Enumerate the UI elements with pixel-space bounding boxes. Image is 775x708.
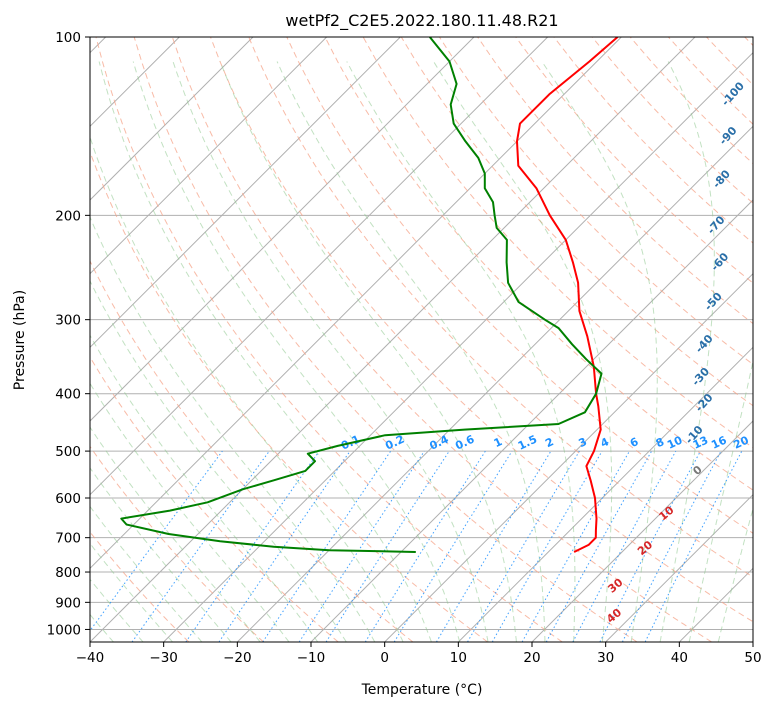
isotherm-line xyxy=(90,37,475,422)
mixing-ratio-label: 13 xyxy=(691,434,710,452)
isotherm-line xyxy=(90,37,549,496)
moist-adiabat-line xyxy=(433,61,613,642)
mixing-ratio-label: 16 xyxy=(709,433,729,451)
dry-adiabat-line xyxy=(90,445,264,642)
moist-adiabat-line xyxy=(346,61,576,642)
chart-title: wetPf2_C2E5.2022.180.11.48.R21 xyxy=(285,11,558,31)
isotherm-line xyxy=(90,37,254,201)
mixing-ratio-line xyxy=(521,450,630,642)
mixing-ratio-line xyxy=(644,450,743,642)
mixing-ratio-label: 10 xyxy=(665,433,685,451)
mixing-ratio-line xyxy=(90,450,223,632)
isotherm-line xyxy=(384,272,753,642)
y-tick-label: 1000 xyxy=(47,622,81,638)
x-tick-label: −30 xyxy=(149,650,178,666)
isotherm-line xyxy=(605,493,753,642)
mixing-ratio-line xyxy=(325,450,450,642)
x-tick-label: 10 xyxy=(450,650,467,666)
y-tick-label: 500 xyxy=(55,444,81,460)
isotherm-line xyxy=(236,125,753,642)
dry-adiabat-line xyxy=(286,37,753,534)
moist-adiabat-line xyxy=(90,334,319,642)
profile-series xyxy=(120,37,619,553)
moist-adiabat-line xyxy=(98,61,432,642)
temperature-profile-line xyxy=(516,37,619,553)
mixing-ratio-line xyxy=(262,450,392,642)
x-tick-label: 30 xyxy=(597,650,614,666)
moist-adiabat-line xyxy=(90,382,290,642)
moist-adiabat-line xyxy=(172,61,489,642)
y-tick-label: 900 xyxy=(55,595,81,611)
dry-adiabat-line xyxy=(90,259,414,642)
moist-adiabat-line xyxy=(276,61,546,642)
mixing-ratio-label: 20 xyxy=(731,433,751,451)
x-tick-label: 20 xyxy=(523,650,540,666)
dry-adiabat-line xyxy=(171,37,712,642)
y-tick-label: 200 xyxy=(55,208,81,224)
y-tick-label: 100 xyxy=(55,30,81,46)
y-tick-label: 300 xyxy=(55,313,81,329)
moist-adiabat-line xyxy=(219,61,517,642)
y-tick-label: 600 xyxy=(55,491,81,507)
isotherm-line xyxy=(90,37,401,349)
moist-adiabat-line xyxy=(90,279,347,642)
moist-adiabat-line xyxy=(90,542,173,642)
x-tick-label: 40 xyxy=(671,650,688,666)
mixing-ratio-line xyxy=(131,450,270,642)
moist-adiabat-line xyxy=(688,358,753,642)
moist-adiabat-line xyxy=(90,505,203,642)
y-tick-label: 400 xyxy=(55,387,81,403)
isotherm-line xyxy=(457,346,753,642)
moist-adiabat-line xyxy=(90,426,261,642)
isotherm-line xyxy=(90,37,696,642)
x-tick-label: −40 xyxy=(76,650,105,666)
isotherm-line xyxy=(163,51,753,642)
y-tick-label: 800 xyxy=(55,565,81,581)
mixing-ratio-line xyxy=(185,450,320,642)
isotherm-line xyxy=(531,420,753,642)
x-tick-label: 0 xyxy=(380,650,389,666)
moist-adiabat-line xyxy=(90,135,404,642)
mixing-ratio-line xyxy=(298,450,425,642)
x-tick-label: −10 xyxy=(297,650,326,666)
dry-adiabat-line xyxy=(515,37,753,284)
y-axis-title: Pressure (hPa) xyxy=(12,290,28,390)
axis-ticks: −40 −30 −20 −10 0 10 20 30 40 50 100 200 300 400 500 60… xyxy=(47,30,762,666)
mixing-ratio-line xyxy=(218,450,351,642)
mixing-ratio-line xyxy=(393,450,513,642)
y-tick-label: 700 xyxy=(55,531,81,547)
moist-adiabat-line xyxy=(541,61,658,642)
x-tick-label: 50 xyxy=(744,650,761,666)
x-axis-title: Temperature (°C) xyxy=(361,682,483,698)
dry-adiabat-line xyxy=(90,356,339,642)
isotherm-line xyxy=(90,37,328,275)
dry-adiabat-line xyxy=(324,37,753,491)
mixing-ratio-line xyxy=(545,450,653,642)
moist-adiabat-line xyxy=(90,467,232,642)
dry-adiabat-line xyxy=(95,37,563,642)
moist-adiabat-line xyxy=(717,506,753,642)
plot-frame xyxy=(89,36,754,643)
x-tick-label: −20 xyxy=(223,650,252,666)
dewpoint-profile-line xyxy=(120,37,603,553)
mixing-ratio-line xyxy=(572,450,677,642)
dry-adiabat-line xyxy=(248,37,753,578)
moist-adiabat-line xyxy=(132,61,461,642)
dry-adiabat-line xyxy=(210,37,753,623)
moist-adiabat-line xyxy=(659,61,715,642)
